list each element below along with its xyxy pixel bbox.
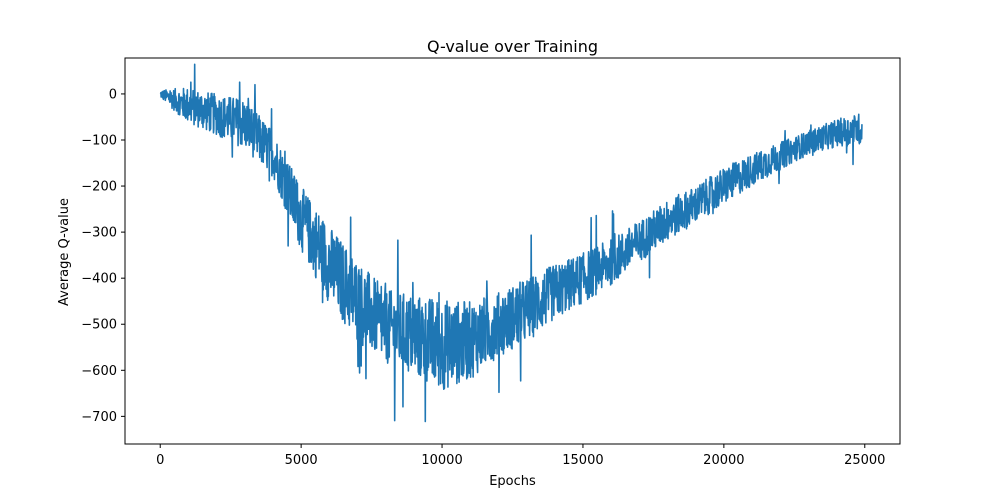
y-tick-label: −300: [81, 226, 117, 241]
y-tick-label: −400: [81, 272, 117, 287]
y-tick-label: −600: [81, 364, 117, 379]
x-tick-label: 25000: [844, 453, 885, 468]
chart-title: Q-value over Training: [427, 37, 598, 56]
y-tick-label: −500: [81, 318, 117, 333]
y-axis-label: Average Q-value: [57, 198, 72, 306]
x-axis-label: Epochs: [489, 474, 536, 489]
x-tick-label: 15000: [562, 453, 603, 468]
y-tick-label: −100: [81, 133, 117, 148]
x-tick-label: 10000: [421, 453, 462, 468]
axes: 0 5000 10000 15000 20000 25000 0 −100 −200 −300 −4…: [81, 57, 901, 468]
x-tick-label: 0: [156, 453, 164, 468]
axes-frame: [124, 57, 901, 445]
q-value-line: [159, 63, 863, 423]
x-tick-label: 5000: [285, 453, 318, 468]
x-tick-label: 20000: [703, 453, 744, 468]
y-tick-label: 0: [109, 87, 117, 102]
y-tick-label: −200: [81, 180, 117, 195]
y-tick-label: −700: [81, 410, 117, 425]
plot-area: [159, 63, 863, 423]
